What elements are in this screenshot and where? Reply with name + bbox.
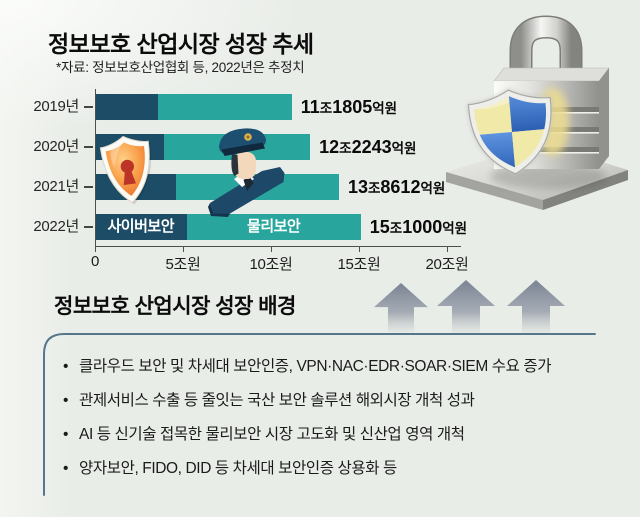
up-arrow-icon bbox=[507, 280, 565, 333]
value-part: 조 bbox=[339, 141, 352, 156]
value-part: 13 bbox=[347, 177, 368, 197]
x-axis-line bbox=[95, 246, 461, 247]
up-arrow-icon bbox=[437, 280, 495, 333]
x-axis-tick bbox=[359, 246, 360, 252]
axis-tick-dash bbox=[84, 186, 93, 188]
value-part: 억원 bbox=[391, 141, 417, 156]
value-part: 12 bbox=[319, 137, 340, 157]
officer-cap-brim bbox=[221, 142, 265, 156]
bullet-item: 양자보안, FIDO, DID 등 차세대 보안인증 상용화 등 bbox=[62, 458, 607, 479]
year-label: 2022년 bbox=[33, 218, 79, 235]
value-label: 13조8612억원 bbox=[348, 174, 445, 200]
value-part: 1000 bbox=[402, 217, 443, 237]
y-axis-line bbox=[95, 89, 96, 247]
value-label: 15조1000억원 bbox=[370, 214, 467, 240]
lock-base-side-left bbox=[446, 172, 543, 210]
cyber-security-shield-icon bbox=[99, 135, 152, 205]
x-tick-label: 15조원 bbox=[337, 256, 381, 273]
bullet-item: AI 등 신기술 접목한 물리보안 시장 고도화 및 신산업 영역 개척 bbox=[62, 424, 607, 445]
year-label: 2019년 bbox=[33, 98, 79, 115]
value-label: 11조1805억원 bbox=[301, 94, 397, 120]
year-label: 2021년 bbox=[33, 178, 79, 195]
value-part: 15 bbox=[369, 217, 390, 237]
x-axis-tick bbox=[271, 246, 272, 252]
value-part: 11 bbox=[300, 97, 320, 117]
bullet-item: 클라우드 보안 및 차세대 보안인증, VPN·NAC·EDR·SOAR·SIE… bbox=[62, 356, 607, 377]
bar-segment-physical bbox=[158, 94, 292, 120]
lock-body-top bbox=[493, 67, 610, 82]
keyhole-icon bbox=[120, 159, 135, 174]
value-part: 억원 bbox=[372, 101, 398, 116]
x-tick-label: 5조원 bbox=[165, 256, 201, 273]
axis-tick-dash bbox=[84, 226, 93, 228]
officer-face bbox=[234, 152, 256, 179]
section-title: 정보보호 산업시장 성장 배경 bbox=[54, 295, 296, 318]
bar-segment-cyber: 사이버보안 bbox=[95, 214, 187, 240]
axis-tick-dash bbox=[84, 106, 93, 108]
x-tick-label: 10조원 bbox=[249, 256, 293, 273]
bar-segment-cyber bbox=[95, 94, 159, 120]
up-arrow-icon bbox=[374, 283, 428, 333]
officer-hair bbox=[231, 154, 239, 176]
x-tick-label: 0 bbox=[90, 253, 100, 270]
x-axis-tick bbox=[95, 246, 96, 252]
growth-arrows-icon bbox=[374, 280, 565, 333]
main-title: 정보보호 산업시장 성장 추세 bbox=[48, 31, 314, 57]
lock-body-side bbox=[599, 68, 609, 169]
x-tick-label: 20조원 bbox=[425, 256, 469, 273]
bar-legend-cyber: 사이버보안 bbox=[107, 218, 175, 235]
bullet-item: 관제서비스 수출 등 줄잇는 국산 보안 솔루션 해외시장 개척 성과 bbox=[62, 390, 607, 411]
axis-tick-dash bbox=[84, 146, 93, 148]
value-part: 1805 bbox=[332, 97, 373, 117]
x-axis-tick bbox=[447, 246, 448, 252]
year-label: 2020년 bbox=[33, 138, 79, 155]
background-box-border bbox=[43, 333, 596, 496]
source-note: *자료: 정보보호산업협회 등, 2022년은 추정치 bbox=[56, 60, 305, 75]
value-part: 2243 bbox=[351, 137, 392, 157]
officer-tie bbox=[243, 176, 254, 191]
value-part: 조 bbox=[319, 101, 333, 116]
x-axis-tick bbox=[183, 246, 184, 252]
shield-gloss bbox=[110, 142, 123, 168]
value-part: 조 bbox=[367, 181, 381, 196]
shackle-icon bbox=[511, 16, 581, 104]
chart-row: 2019년 11조1805억원 bbox=[0, 94, 640, 120]
bar-legend-physical: 물리보안 bbox=[247, 218, 301, 235]
bar-segment-physical: 물리보안 bbox=[186, 214, 361, 240]
lock-base-side-right bbox=[543, 170, 628, 210]
box-border-line bbox=[43, 333, 596, 496]
keyhole-stem bbox=[123, 170, 136, 186]
bullet-list: 클라우드 보안 및 차세대 보안인증, VPN·NAC·EDR·SOAR·SIE… bbox=[62, 356, 607, 492]
value-part: 8612 bbox=[380, 177, 421, 197]
security-officer-icon bbox=[208, 128, 285, 217]
padlock-shield-illustration bbox=[446, 15, 628, 210]
value-part: 억원 bbox=[420, 181, 446, 196]
value-label: 12조2243억원 bbox=[319, 134, 416, 160]
officer-shoulders-edge bbox=[208, 203, 230, 217]
quartered-shield-icon bbox=[467, 89, 552, 175]
value-part: 조 bbox=[389, 221, 403, 236]
chart-row: 2022년 사이버보안 물리보안 15조1000억원 bbox=[0, 214, 640, 240]
officer-badge-center bbox=[246, 135, 250, 139]
value-part: 억원 bbox=[442, 221, 468, 236]
